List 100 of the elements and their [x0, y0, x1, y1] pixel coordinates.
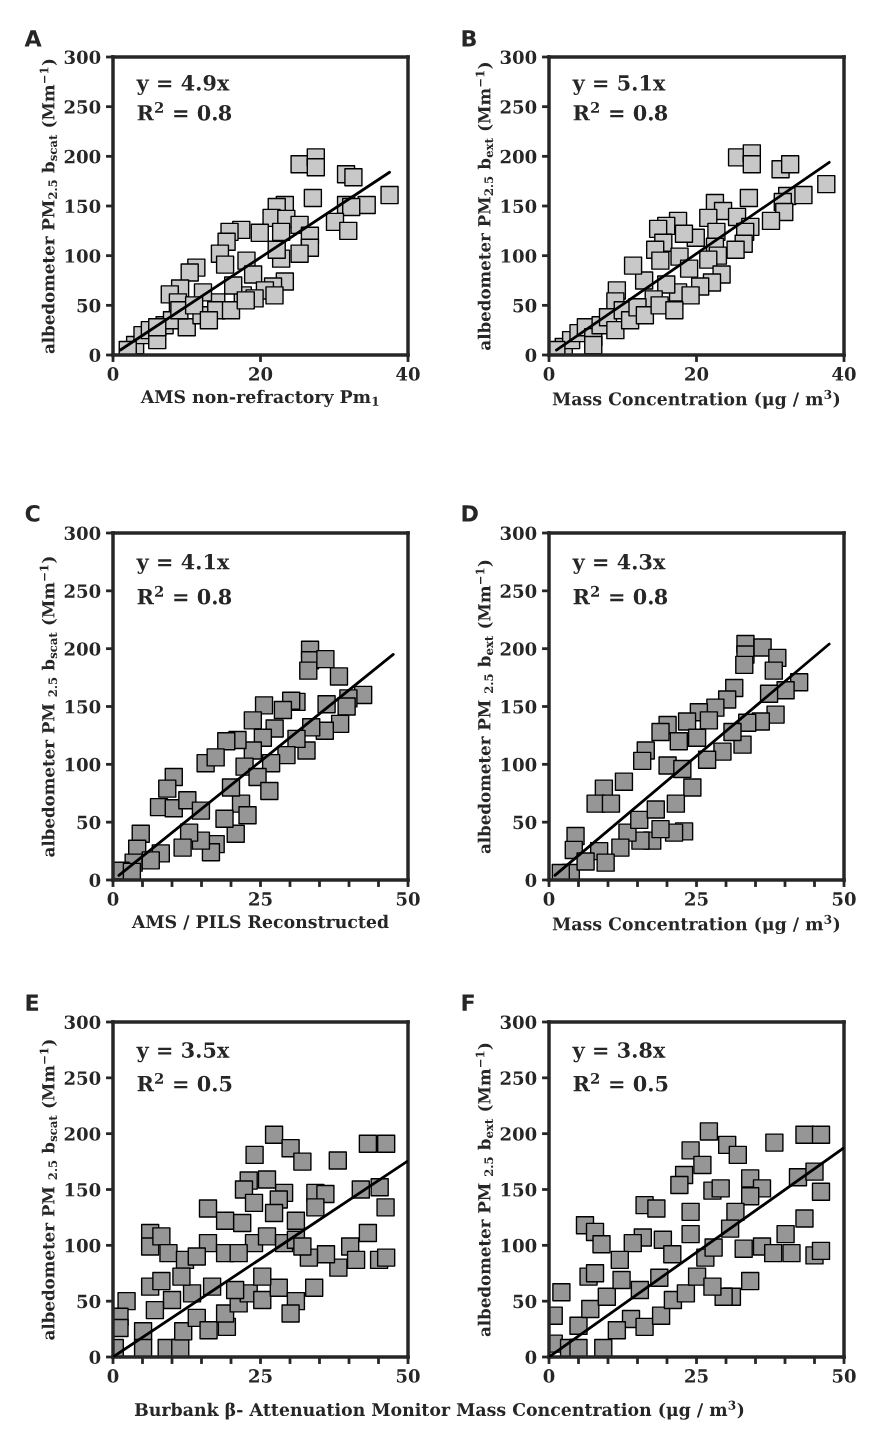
- point: [254, 696, 274, 715]
- x-tick-label: 40: [832, 367, 856, 381]
- x-tick-label: 0: [543, 1369, 555, 1383]
- y-tick-label: 50: [513, 1294, 537, 1309]
- y-tick-label: 300: [500, 50, 537, 65]
- point: [277, 745, 296, 765]
- x-tick-label: 0: [543, 892, 555, 906]
- point: [173, 838, 192, 857]
- x-tick-label: 50: [832, 1369, 856, 1383]
- point: [596, 853, 615, 872]
- x-axis-title: Mass Concentration (μg / m$^{3}$): [552, 389, 840, 410]
- y-tick-label: 150: [501, 699, 537, 714]
- y-tick-label: 0: [89, 348, 101, 363]
- y-axis-title: albedometer PM$_{2.5}$ b$_{ext}$ (Mm$^{−1}$): [475, 63, 494, 350]
- y-tick-label: 50: [77, 815, 101, 830]
- y-tick-label: 0: [525, 1350, 537, 1365]
- annotation: R$^{2}$ = 0.8: [573, 585, 668, 605]
- y-tick-label: 250: [64, 584, 101, 598]
- y-tick-label: 250: [64, 100, 101, 114]
- y-tick-label: 50: [513, 815, 537, 830]
- y-tick-label: 50: [77, 298, 101, 313]
- x-tick-label: 0: [543, 367, 555, 381]
- y-axis-title: albedometer PM $_{2.5}$ b$_{ext}$ (Mm$^{−1}$): [475, 1043, 494, 1337]
- point: [273, 700, 293, 720]
- point: [699, 711, 719, 730]
- chart-title: B: [462, 30, 476, 47]
- x-tick-label: 25: [685, 1369, 708, 1383]
- point: [630, 810, 649, 830]
- point: [735, 655, 754, 675]
- y-axis-title: albedometer PM $_{2.5}$ b$_{scat}$ (Mm$^{−1}$): [39, 557, 58, 857]
- point: [238, 806, 257, 825]
- x-axis-title: Burbank β- Attenuation Monitor Mass Concentration (μg / m$^{3}$): [134, 1400, 744, 1420]
- y-tick-label: 0: [89, 1350, 101, 1365]
- point: [713, 742, 732, 761]
- y-tick-label: 50: [77, 1294, 101, 1309]
- chart-title: C: [25, 504, 40, 522]
- chart-title: E: [26, 994, 39, 1011]
- y-tick-label: 300: [64, 1015, 101, 1030]
- y-tick-label: 100: [65, 757, 101, 772]
- y-tick-label: 0: [89, 873, 101, 888]
- point: [141, 851, 160, 870]
- y-tick-label: 250: [500, 584, 537, 598]
- annotation: y = 4.9x: [136, 74, 230, 96]
- point: [687, 728, 707, 747]
- x-tick-label: 50: [396, 892, 420, 906]
- point: [651, 819, 670, 839]
- y-tick-label: 150: [501, 199, 537, 214]
- annotation: R$^{2}$ = 0.8: [137, 585, 232, 605]
- y-tick-label: 100: [65, 1238, 101, 1253]
- point: [260, 781, 279, 801]
- point: [669, 731, 689, 751]
- point: [697, 750, 717, 769]
- point: [206, 748, 225, 767]
- x-tick-label: 25: [685, 892, 708, 906]
- point: [611, 838, 630, 857]
- x-tick-label: 20: [249, 367, 273, 381]
- annotation: R$^{2}$ = 0.5: [573, 1072, 668, 1092]
- y-tick-label: 200: [64, 642, 101, 656]
- y-tick-label: 150: [65, 199, 101, 214]
- point: [215, 809, 234, 828]
- x-tick-label: 0: [107, 892, 119, 906]
- annotation: y = 5.1x: [572, 74, 666, 96]
- x-axis-title: AMS / PILS Reconstructed: [131, 914, 389, 930]
- x-tick-label: 0: [107, 1369, 119, 1383]
- point: [243, 711, 263, 730]
- point: [764, 661, 783, 680]
- y-axis-title: albedometer PM $_{2.5}$ b$_{scat}$ (Mm$^{−1}$): [39, 1040, 58, 1340]
- y-tick-label: 0: [525, 873, 537, 888]
- y-tick-label: 200: [500, 642, 537, 656]
- y-tick-label: 150: [65, 1182, 101, 1197]
- x-tick-label: 50: [832, 892, 856, 906]
- point: [683, 778, 702, 797]
- x-tick-label: 0: [107, 367, 119, 381]
- y-tick-label: 150: [501, 1182, 537, 1197]
- y-tick-label: 0: [525, 348, 537, 363]
- x-tick-label: 25: [249, 892, 272, 906]
- x-axis-title: Mass Concentration (μg / m$^{3}$): [552, 914, 840, 935]
- point: [776, 681, 795, 700]
- x-axis-title: AMS non-refractory Pm$_{1}$: [140, 389, 379, 407]
- annotation: R$^{2}$ = 0.8: [573, 101, 668, 121]
- point: [329, 667, 349, 686]
- chart-title: D: [462, 505, 478, 522]
- annotation: y = 4.1x: [136, 553, 230, 574]
- point: [614, 772, 634, 791]
- y-tick-label: 300: [500, 1015, 537, 1030]
- y-tick-label: 300: [64, 50, 101, 65]
- y-tick-label: 100: [501, 1238, 537, 1253]
- y-tick-label: 300: [64, 526, 101, 541]
- annotation: y = 3.5x: [136, 1042, 230, 1063]
- x-tick-label: 50: [396, 1369, 420, 1383]
- annotation: R$^{2}$ = 0.5: [137, 1072, 232, 1092]
- point: [677, 712, 697, 731]
- y-tick-label: 100: [501, 757, 537, 772]
- annotation: y = 3.8x: [572, 1042, 666, 1063]
- point: [158, 779, 177, 798]
- y-tick-label: 300: [500, 526, 537, 541]
- x-tick-label: 40: [396, 367, 420, 381]
- point: [753, 638, 772, 657]
- point: [316, 649, 335, 669]
- y-tick-label: 100: [501, 249, 537, 263]
